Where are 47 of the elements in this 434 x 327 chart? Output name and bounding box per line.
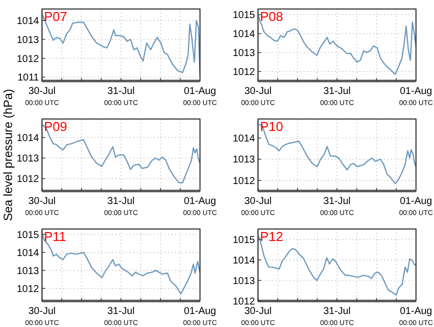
y-tick-label: 1014 (232, 29, 256, 40)
x-tick-label: 30-Jul 00:00 UTC (241, 196, 275, 217)
y-tick-label: 1015 (232, 10, 256, 22)
y-tick-label: 1014 (16, 16, 40, 27)
x-tick-label: 31-Jul 00:00 UTC (104, 306, 138, 327)
x-tick-label: 31-Jul 00:00 UTC (104, 86, 138, 107)
chart-title: P08 (260, 9, 284, 24)
chart-title: P11 (44, 229, 66, 244)
chart-title: P10 (260, 119, 284, 134)
y-tick-label: 1013 (16, 266, 40, 277)
x-tick-label: 01-Aug 00:00 UTC (183, 196, 217, 217)
x-tick-label: 01-Aug 00:00 UTC (183, 86, 217, 107)
y-tick-label: 1012 (232, 67, 256, 78)
y-tick-label: 1015 (16, 230, 40, 241)
y-axis-title: Sea level pressure (hPa) (1, 88, 15, 222)
y-tick-label: 1012 (16, 174, 40, 186)
x-tick-label: 30-Jul 00:00 UTC (241, 86, 275, 107)
x-tick-label: 31-Jul 00:00 UTC (320, 86, 354, 107)
x-tick-label: 31-Jul 00:00 UTC (320, 306, 354, 327)
y-tick-label: 1011 (17, 72, 40, 84)
x-tick-label: 30-Jul 00:00 UTC (25, 86, 59, 107)
chart-title: P09 (44, 119, 68, 134)
y-tick-label: 1014 (16, 248, 40, 259)
y-tick-label: 1012 (16, 284, 40, 295)
y-tick-label: 1012 (16, 54, 40, 65)
x-tick-label: 30-Jul 00:00 UTC (241, 306, 275, 327)
x-tick-label: 31-Jul 00:00 UTC (104, 196, 138, 217)
y-tick-label: 1015 (232, 234, 256, 246)
x-tick-label: 01-Aug 00:00 UTC (399, 86, 433, 107)
y-tick-label: 1013 (232, 48, 256, 60)
x-tick-label: 01-Aug 00:00 UTC (183, 306, 217, 327)
y-tick-label: 1014 (16, 133, 40, 144)
chart-title: P12 (260, 229, 284, 244)
x-tick-label: 01-Aug 00:00 UTC (399, 306, 433, 327)
chart-title: P07 (44, 9, 68, 24)
x-tick-label: 30-Jul 00:00 UTC (25, 306, 59, 327)
y-tick-label: 1013 (232, 154, 256, 166)
x-tick-label: 31-Jul 00:00 UTC (320, 196, 354, 217)
y-tick-label: 1014 (232, 255, 256, 266)
x-tick-label: 01-Aug 00:00 UTC (399, 196, 433, 217)
y-tick-label: 1014 (232, 134, 256, 145)
y-tick-label: 1012 (232, 296, 256, 308)
y-tick-label: 1013 (16, 34, 40, 46)
y-tick-label: 1012 (232, 176, 256, 187)
y-tick-label: 1013 (232, 276, 256, 287)
x-tick-label: 30-Jul 00:00 UTC (25, 196, 59, 217)
y-tick-label: 1013 (16, 154, 40, 165)
